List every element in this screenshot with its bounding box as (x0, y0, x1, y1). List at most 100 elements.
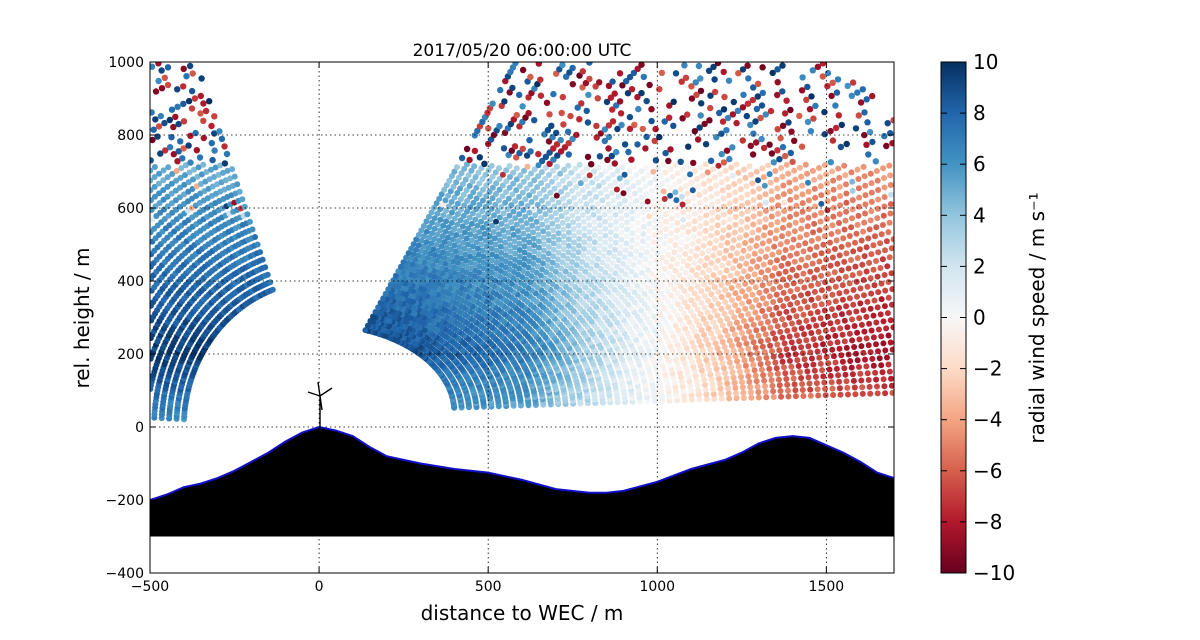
scan-point-4629 (246, 218, 253, 225)
scan-point-3439 (521, 236, 528, 243)
scan-point-648 (832, 332, 839, 339)
scan-point-1789 (644, 284, 651, 291)
scan-point-3195 (511, 263, 518, 269)
scan-point-3693 (568, 169, 575, 176)
scan-point-56 (830, 392, 837, 398)
scan-point-1482 (684, 292, 691, 299)
scan-point-2466 (668, 222, 675, 229)
scan-point-1490 (738, 275, 745, 282)
scan-point-502 (748, 356, 755, 363)
scan-point-841 (746, 328, 753, 335)
scan-point-3057 (662, 169, 669, 176)
scan-point-4597 (450, 183, 457, 190)
scan-point-436 (750, 361, 757, 368)
scan-point-1732 (797, 234, 804, 241)
scan-point-2224 (744, 208, 751, 215)
scan-point-3390 (739, 66, 747, 73)
scan-point-2623 (607, 243, 614, 249)
scan-point-969 (670, 333, 677, 340)
scan-point-3535 (586, 172, 593, 179)
scan-point-640 (774, 341, 781, 348)
scan-point-3435 (502, 252, 509, 259)
scan-point-4149 (475, 212, 482, 219)
scan-point-2403 (796, 164, 803, 171)
scan-point-3442 (534, 225, 541, 232)
scan-point-3594 (150, 167, 154, 174)
scan-point-447 (830, 353, 837, 360)
scan-point-3368 (577, 198, 584, 205)
scan-point-717 (837, 325, 844, 332)
scan-point-2312 (762, 191, 769, 198)
scan-point-1330 (677, 305, 684, 312)
scan-point-1899 (824, 207, 831, 214)
scan-point-3070 (779, 88, 786, 95)
scan-point-2535 (600, 252, 607, 259)
scan-point-33 (659, 397, 666, 404)
scan-point-4539 (535, 62, 542, 67)
scan-point-2887 (650, 195, 656, 202)
scan-point-723 (880, 318, 887, 325)
scan-point-2051 (725, 232, 732, 239)
scan-point-1495 (771, 265, 778, 272)
scan-point-1897 (811, 212, 818, 219)
scan-point-646 (817, 335, 824, 342)
scan-point-2241 (865, 151, 872, 158)
scan-point-2304 (715, 214, 721, 221)
scan-point-3286 (540, 234, 547, 241)
scan-point-1962 (699, 250, 706, 257)
scan-point-3279 (507, 260, 514, 267)
scan-point-4069 (470, 227, 477, 234)
scan-point-713 (808, 330, 815, 336)
scan-point-3845 (546, 171, 552, 178)
scan-point-1816 (817, 218, 824, 225)
scan-point-3138 (640, 175, 647, 182)
scan-point-2819 (779, 122, 787, 129)
scan-point-3551 (714, 62, 722, 67)
scan-point-2900 (723, 147, 731, 154)
scan-point-2145 (775, 202, 782, 209)
scan-point-1981 (818, 200, 825, 207)
scan-point-4392 (559, 62, 566, 69)
scan-point-304 (738, 373, 744, 380)
scan-point-997 (868, 290, 875, 297)
scan-point-4294 (451, 226, 458, 232)
scan-point-2825 (833, 89, 841, 96)
scan-point-182 (799, 381, 806, 387)
scan-point-1587 (873, 224, 880, 231)
scan-point-3685 (534, 201, 541, 208)
scan-point-2130 (683, 243, 690, 250)
scan-point-3466 (688, 95, 696, 102)
scan-point-1794 (676, 272, 683, 279)
scan-point-922 (828, 306, 835, 313)
scan-point-2222 (732, 213, 739, 220)
scan-point-1358 (868, 251, 875, 258)
scan-point-4441 (446, 213, 453, 220)
scan-point-2951 (539, 260, 546, 267)
scan-point-2908 (824, 83, 831, 90)
scan-point-2968 (628, 201, 634, 208)
scan-point-3445 (548, 214, 555, 220)
scan-point-3748 (471, 255, 478, 262)
scan-point-1785 (618, 294, 625, 301)
scan-point-4135 (187, 159, 194, 166)
scan-point-1336 (718, 294, 725, 300)
scan-point-636 (745, 345, 752, 352)
scan-point-4598 (453, 179, 460, 186)
scan-point-3610 (549, 196, 556, 203)
scan-point-3757 (508, 219, 515, 226)
scan-point-3758 (512, 215, 519, 222)
scan-point-1417 (762, 274, 769, 281)
scan-point-2656 (863, 96, 870, 103)
scan-point-851 (817, 315, 824, 322)
scan-point-3938 (638, 62, 645, 68)
scan-point-503 (756, 355, 763, 362)
scan-point-2812 (715, 162, 722, 169)
scan-point-2806 (683, 182, 690, 189)
scan-point-362 (685, 373, 692, 380)
x-axis-ticks: −500 0 500 1000 1500 (131, 62, 844, 595)
scan-point-1983 (830, 195, 837, 202)
scan-point-1134 (832, 283, 839, 290)
scan-point-3310 (759, 64, 766, 71)
scan-point-444 (808, 355, 815, 362)
scan-point-2709 (624, 226, 631, 233)
